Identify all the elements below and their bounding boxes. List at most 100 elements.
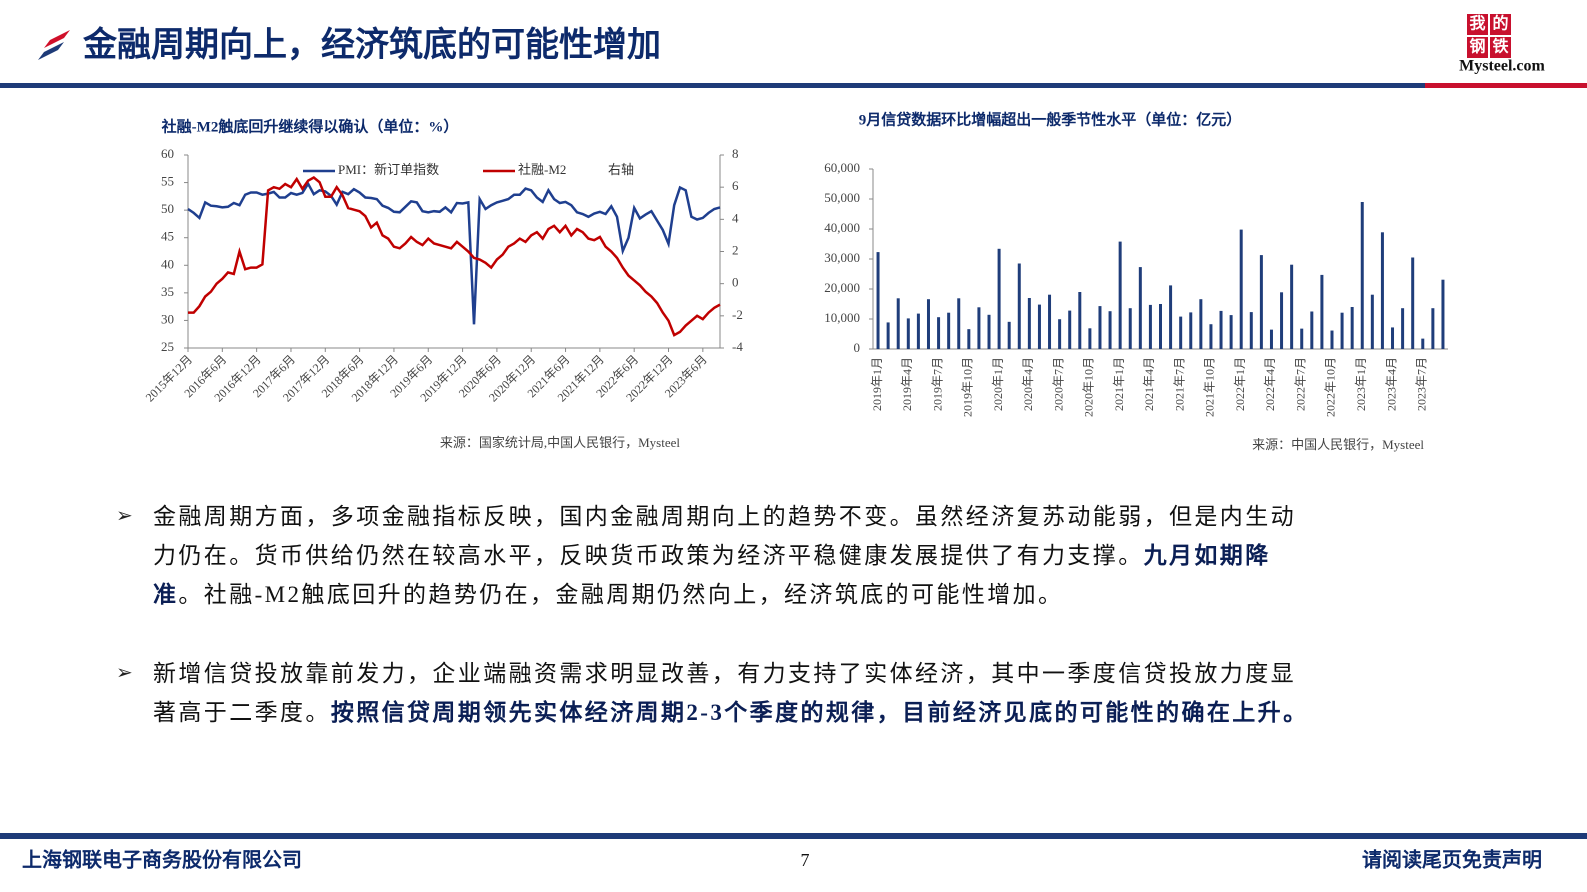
title-icon (44, 30, 70, 48)
bar (1128, 308, 1132, 349)
x-tick-label: 2020年10月 (1082, 357, 1096, 417)
bar (1431, 308, 1435, 349)
logo-char: 我 (1469, 14, 1485, 33)
y2-tick-label: -4 (732, 339, 743, 354)
bar (906, 318, 910, 349)
bullet: ➢ (116, 662, 133, 684)
y2-tick-label: 0 (732, 275, 739, 290)
bar (1169, 285, 1173, 349)
bar (977, 307, 981, 349)
bar (1330, 330, 1334, 349)
y-tick-label: 60,000 (824, 160, 860, 175)
x-tick-label: 2022年10月 (1324, 357, 1338, 417)
header-rule (0, 83, 1425, 88)
x-tick-label: 2019年7月 (930, 357, 944, 411)
bar (1037, 304, 1041, 349)
bar (1017, 263, 1021, 349)
bar (916, 313, 920, 349)
bar (1310, 311, 1314, 349)
legend-label: 社融-M2 (518, 162, 566, 177)
chart-title: 社融-M2触底回升继续得以确认（单位：%） (161, 117, 459, 135)
x-tick-label: 2019年10月 (961, 357, 975, 417)
logo-char: 的 (1492, 14, 1508, 33)
bar (1007, 321, 1011, 349)
x-tick-label: 2020年4月 (1021, 357, 1035, 411)
y-tick-label: 30 (161, 311, 174, 326)
footer-rule (0, 833, 1587, 839)
y-tick-label: 40,000 (824, 220, 860, 235)
bar (1068, 310, 1072, 349)
title-icon (38, 42, 64, 60)
bar (896, 298, 900, 349)
x-tick-label: 2020年7月 (1051, 357, 1065, 411)
y-tick-label: 0 (854, 340, 861, 355)
y-tick-label: 60 (161, 146, 174, 161)
y-tick-label: 50 (161, 201, 174, 216)
bar (1179, 316, 1183, 349)
y2-tick-label: 2 (732, 242, 739, 257)
y-tick-label: 35 (161, 284, 174, 299)
bar (1199, 299, 1203, 349)
line-series (187, 181, 721, 325)
bar (1391, 327, 1395, 349)
bar (1088, 328, 1092, 349)
x-tick-label: 2022年7月 (1293, 357, 1307, 411)
bar (1108, 311, 1112, 349)
bar (1148, 304, 1152, 349)
paragraph: 金融周期方面，多项金融指标反映，国内金融周期向上的趋势不变。虽然经济复苏动能弱，… (153, 497, 1313, 614)
bar (1098, 306, 1102, 349)
bar (1138, 267, 1142, 349)
y-tick-label: 30,000 (824, 250, 860, 265)
bar (1290, 264, 1294, 349)
bar (1027, 298, 1031, 349)
paragraph: 新增信贷投放靠前发力，企业端融资需求明显改善，有力支持了实体经济，其中一季度信贷… (153, 654, 1313, 732)
chart-source: 来源：国家统计局,中国人民银行，Mysteel (440, 435, 681, 450)
emphasis-text: 九月如期降准 (153, 543, 1271, 607)
bar (1411, 257, 1415, 349)
bar (1441, 279, 1445, 349)
legend-label: PMI：新订单指数 (338, 162, 439, 177)
body-text: 新增信贷投放靠前发力，企业端融资需求明显改善，有力支持了实体经济，其中一季度信贷… (153, 661, 1296, 725)
x-tick-label: 2023年7月 (1415, 357, 1429, 411)
x-tick-label: 2020年1月 (991, 357, 1005, 411)
x-tick-label: 2023年4月 (1384, 357, 1398, 411)
bar (1340, 312, 1344, 349)
bar (1058, 319, 1062, 349)
bar (1300, 328, 1304, 349)
bar (1219, 310, 1223, 349)
legend-note: 右轴 (608, 162, 634, 177)
chart-source: 来源：中国人民银行，Mysteel (1252, 437, 1424, 452)
y-tick-label: 10,000 (824, 310, 860, 325)
bullet: ➢ (116, 505, 133, 527)
bar (1269, 329, 1273, 349)
bar (1048, 294, 1052, 349)
logo-box (1467, 14, 1488, 35)
bar (1401, 308, 1405, 349)
x-tick-label: 2022年4月 (1263, 357, 1277, 411)
bar (1239, 229, 1243, 349)
y-tick-label: 25 (161, 339, 174, 354)
x-tick-label: 2022年1月 (1233, 357, 1247, 411)
logo-brand: Mysteel.com (1459, 58, 1545, 75)
bar (947, 312, 951, 349)
x-tick-label: 2019年1月 (870, 357, 884, 411)
bar (1370, 294, 1374, 349)
bar (1229, 315, 1233, 349)
y2-tick-label: 6 (732, 178, 739, 193)
bar (1078, 292, 1082, 349)
line-series (188, 175, 721, 337)
bar (1350, 307, 1354, 349)
y2-tick-label: 4 (732, 210, 739, 225)
footer-disclaimer: 请阅读尾页免责声明 (1362, 848, 1542, 872)
x-tick-label: 2021年1月 (1112, 357, 1126, 411)
logo-box (1490, 37, 1511, 58)
y-tick-label: 45 (161, 229, 174, 244)
logo-box (1490, 14, 1511, 35)
bar (1421, 338, 1425, 349)
y-tick-label: 50,000 (824, 190, 860, 205)
bar (1320, 274, 1324, 349)
bar (987, 314, 991, 349)
bar (926, 299, 930, 349)
